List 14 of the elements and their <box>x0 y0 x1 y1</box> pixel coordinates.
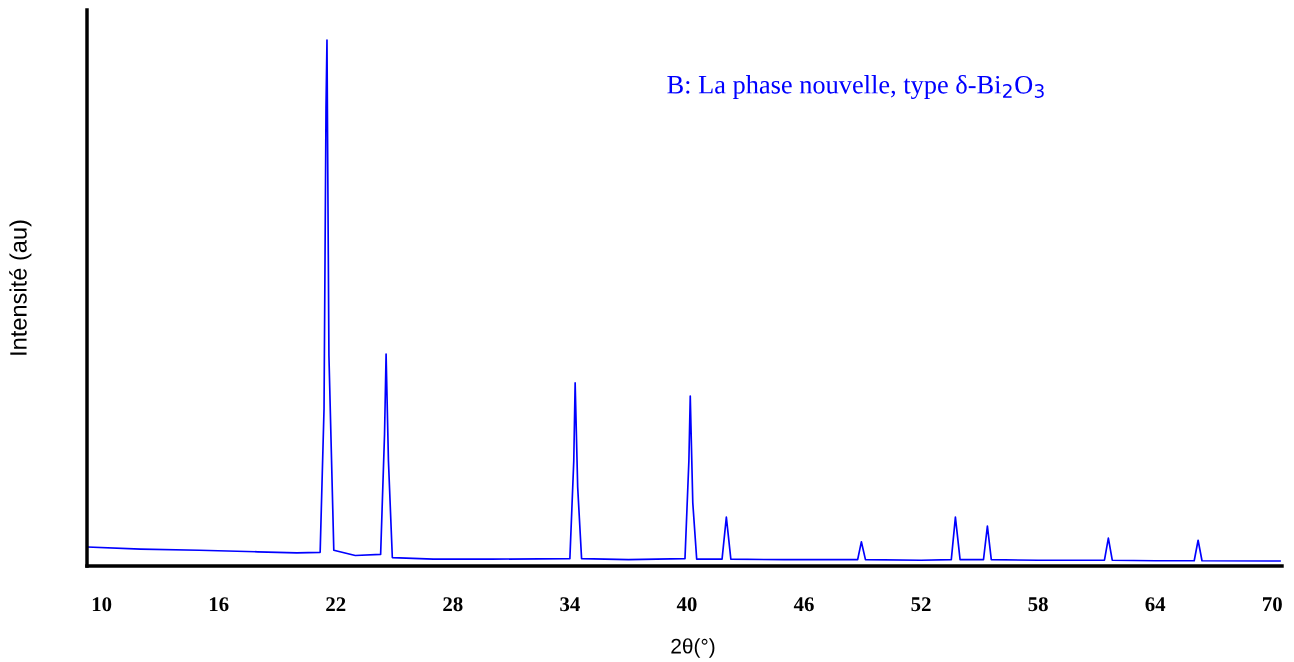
x-tick-label: 52 <box>911 597 931 612</box>
x-tick-label: 70 <box>1263 597 1282 612</box>
x-tick-label: 16 <box>209 597 229 612</box>
x-tick-label: 10 <box>92 597 112 612</box>
y-axis-title: Intensité (au) <box>9 220 32 355</box>
x-tick-label: 28 <box>443 597 463 612</box>
x-tick-label: 22 <box>326 597 346 612</box>
x-tick-label: 64 <box>1145 597 1166 612</box>
x-axis-title: 2θ(°) <box>671 638 715 658</box>
x-tick-label: 46 <box>793 597 814 612</box>
x-tick-label: 34 <box>560 597 580 612</box>
x-tick-label: 40 <box>676 597 697 612</box>
annotation: B: La phase nouvelle, type δ-Bi$_{2}$O$_{3}$ <box>667 74 1044 100</box>
x-tick-label: 58 <box>1028 597 1048 612</box>
